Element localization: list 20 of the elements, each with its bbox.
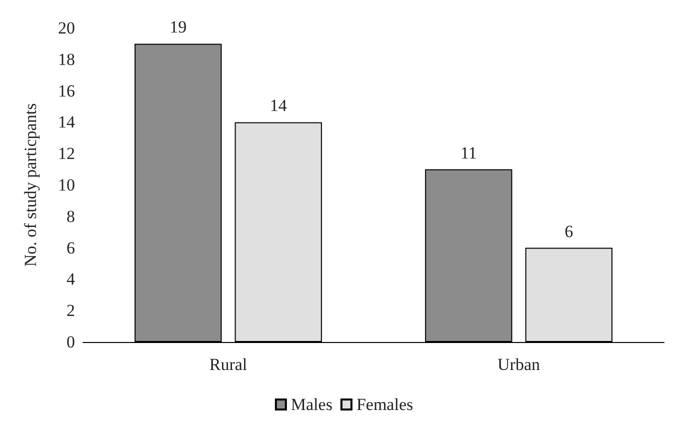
y-tick-label: 2	[66, 301, 75, 320]
legend-label: Females	[356, 395, 414, 414]
y-tick-label: 4	[66, 270, 76, 289]
x-tick-label: Rural	[209, 355, 248, 374]
y-tick-label: 18	[58, 50, 75, 69]
y-tick-label: 8	[66, 206, 75, 226]
data-label: 6	[564, 222, 574, 241]
y-tick-label: 10	[58, 176, 75, 194]
data-label: 14	[270, 96, 288, 116]
y-tick-label: 20	[58, 18, 75, 38]
x-tick-label: Urban	[498, 355, 540, 374]
y-tick-label: 6	[66, 238, 75, 258]
data-label: 11	[460, 143, 477, 162]
y-tick-label: 14	[58, 112, 76, 132]
data-label: 19	[170, 18, 187, 37]
y-axis-title: No. of study particpants	[21, 103, 40, 267]
legend-label: Males	[290, 395, 332, 414]
y-tick-label: 0	[66, 332, 75, 352]
y-tick-label: 12	[58, 144, 75, 164]
y-tick-label: 16	[58, 81, 75, 100]
